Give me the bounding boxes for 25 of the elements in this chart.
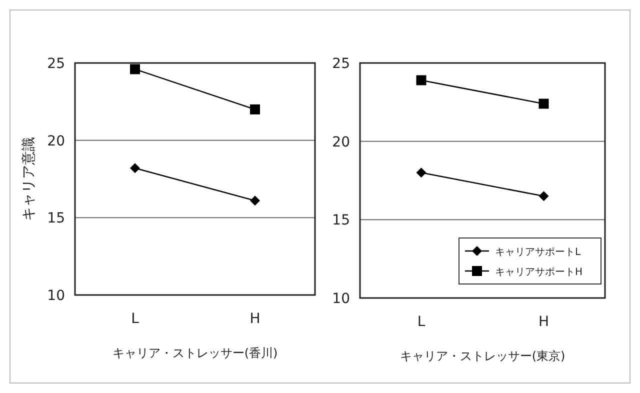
y-tick-label: 20 [332, 134, 350, 150]
point [538, 191, 549, 202]
point [250, 196, 260, 206]
legend-label: キャリアサポートH [495, 267, 583, 278]
y-tick-label: 10 [47, 288, 65, 304]
x-tick-label: L [131, 311, 140, 327]
y-tick-label: 25 [47, 56, 65, 72]
point [416, 168, 426, 178]
point [130, 64, 140, 74]
y-tick-label: 15 [332, 212, 350, 229]
x-tick-label: L [417, 314, 426, 330]
point [538, 98, 549, 109]
point [130, 163, 140, 174]
y-tick-label: 25 [332, 56, 350, 72]
y-tick-label: 20 [47, 133, 65, 150]
x-axis-title: キャリア・ストレッサー(東京) [400, 349, 566, 363]
x-axis-title: キャリア・ストレッサー(香川) [112, 346, 278, 360]
x-tick-label: H [250, 311, 260, 327]
y-axis-title: キャリア意識 [21, 137, 37, 221]
x-tick-label: H [538, 314, 550, 330]
legend-label: キャリアサポートL [495, 247, 581, 258]
y-tick-label: 15 [47, 210, 65, 227]
y-tick-label: 10 [332, 291, 350, 307]
point [250, 104, 260, 114]
point [416, 75, 426, 86]
